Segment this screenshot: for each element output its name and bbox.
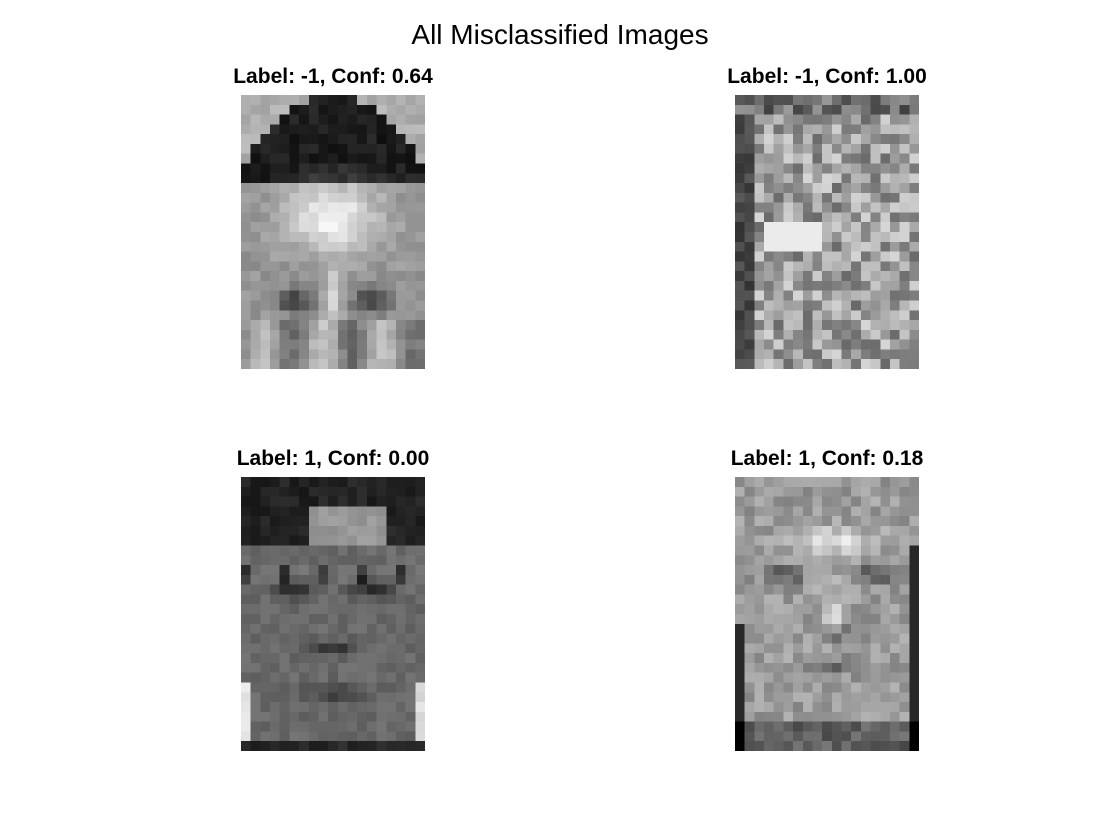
face-image [241, 477, 425, 751]
texture-image [735, 95, 919, 369]
subplot-title: Label: 1, Conf: 0.00 [236, 447, 430, 470]
face-image [241, 95, 425, 369]
subplot-1: Label: -1, Conf: 0.64 [233, 65, 433, 369]
subplot-title: Label: 1, Conf: 0.18 [730, 447, 924, 470]
figure-title: All Misclassified Images [411, 19, 709, 50]
subplot-title: Label: -1, Conf: 1.00 [727, 65, 927, 88]
subplot-3: Label: 1, Conf: 0.00 [237, 447, 429, 751]
subplot-title: Label: -1, Conf: 0.64 [233, 65, 433, 88]
subplot-2: Label: -1, Conf: 1.00 [727, 65, 927, 369]
face-image [735, 477, 919, 751]
subplot-4: Label: 1, Conf: 0.18 [731, 447, 923, 751]
